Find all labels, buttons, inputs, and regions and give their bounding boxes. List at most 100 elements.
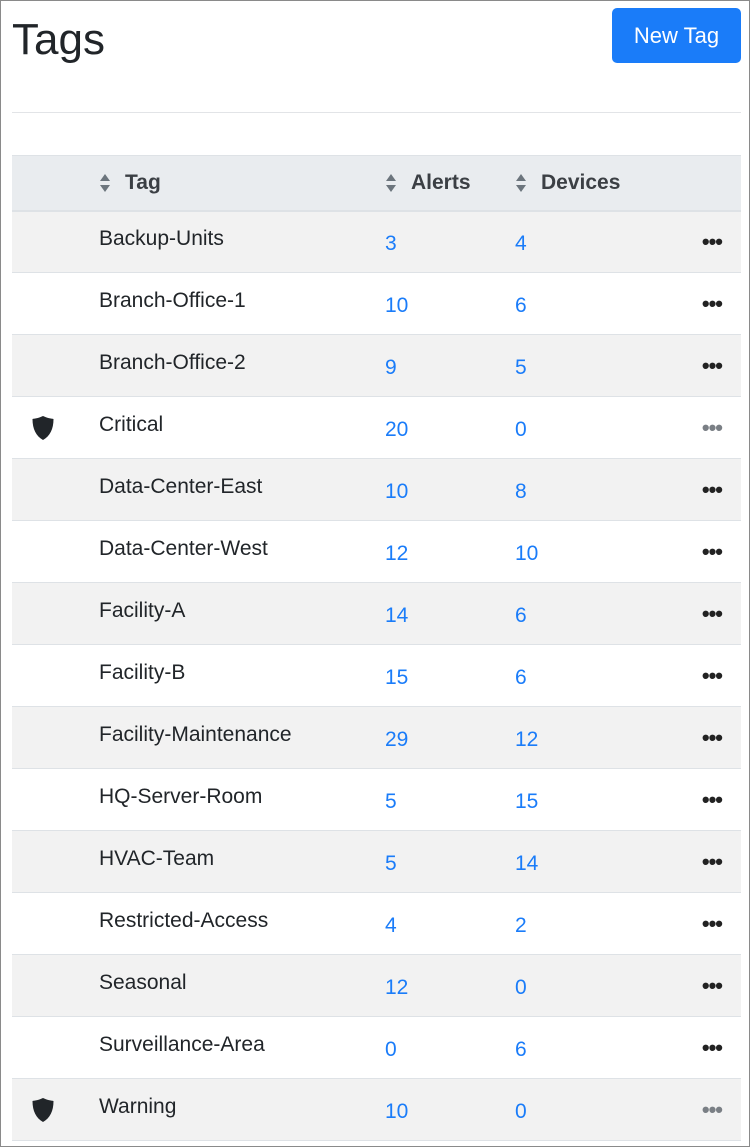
table-row: Surveillance-Area 0 6 •••	[12, 1017, 741, 1079]
alerts-count-link[interactable]: 12	[385, 541, 409, 565]
devices-count-link[interactable]: 2	[515, 913, 527, 937]
tag-name: Facility-B	[99, 660, 186, 684]
more-actions-icon[interactable]: •••	[701, 662, 723, 688]
table-row: Facility-B 15 6 •••	[12, 645, 741, 707]
devices-count-link[interactable]: 6	[515, 1037, 527, 1061]
more-actions-icon[interactable]: •••	[701, 228, 723, 254]
protected-cell	[12, 831, 99, 893]
devices-count-link[interactable]: 5	[515, 355, 527, 379]
alerts-count-link[interactable]: 5	[385, 789, 397, 813]
sort-icon	[386, 174, 396, 193]
alerts-count-link[interactable]: 14	[385, 603, 409, 627]
devices-count-link[interactable]: 6	[515, 665, 527, 689]
tag-name: Seasonal	[99, 970, 187, 994]
more-actions-icon[interactable]: •••	[701, 290, 723, 316]
protected-cell	[12, 955, 99, 1017]
alerts-count-link[interactable]: 4	[385, 913, 397, 937]
protected-cell	[12, 459, 99, 521]
tag-name: Data-Center-West	[99, 536, 268, 560]
tag-name: Surveillance-Area	[99, 1032, 265, 1056]
more-actions-icon[interactable]: •••	[701, 848, 723, 874]
protected-cell	[12, 211, 99, 273]
protected-cell	[12, 645, 99, 707]
table-header-row: Tag Alerts Devices	[12, 155, 741, 211]
alerts-count-link[interactable]: 5	[385, 851, 397, 875]
alerts-count-link[interactable]: 15	[385, 665, 409, 689]
table-row: Branch-Office-1 10 6 •••	[12, 273, 741, 335]
table-row: HQ-Server-Room 5 15 •••	[12, 769, 741, 831]
more-actions-icon[interactable]: •••	[701, 414, 723, 440]
tag-name: HVAC-Team	[99, 846, 215, 870]
devices-count-link[interactable]: 15	[515, 789, 539, 813]
tag-name: Data-Center-East	[99, 474, 263, 498]
tag-name: Branch-Office-1	[99, 288, 246, 312]
tag-name: Backup-Units	[99, 226, 224, 250]
new-tag-button[interactable]: New Tag	[612, 8, 741, 63]
protected-cell	[12, 335, 99, 397]
alerts-count-link[interactable]: 12	[385, 975, 409, 999]
alerts-count-link[interactable]: 9	[385, 355, 397, 379]
alerts-count-link[interactable]: 10	[385, 1099, 409, 1123]
alerts-count-link[interactable]: 29	[385, 727, 409, 751]
devices-count-link[interactable]: 4	[515, 231, 527, 255]
table-row: Seasonal 12 0 •••	[12, 954, 741, 1017]
protected-cell	[12, 1079, 99, 1141]
sort-icon	[516, 174, 526, 193]
devices-count-link[interactable]: 12	[515, 727, 539, 751]
tag-name: Facility-A	[99, 598, 186, 622]
devices-count-link[interactable]: 8	[515, 479, 527, 503]
table-row: Branch-Office-2 9 5 •••	[12, 334, 741, 397]
more-actions-icon[interactable]: •••	[701, 600, 723, 626]
icon-column-header	[12, 156, 99, 211]
table-row: Backup-Units 3 4 •••	[12, 210, 741, 273]
alerts-count-link[interactable]: 0	[385, 1037, 397, 1061]
table-row: Data-Center-East 10 8 •••	[12, 458, 741, 521]
table-row: Restricted-Access 4 2 •••	[12, 893, 741, 955]
alerts-count-link[interactable]: 3	[385, 231, 397, 255]
tag-name: Facility-Maintenance	[99, 722, 292, 746]
column-header-tag[interactable]: Tag	[99, 156, 385, 211]
sort-icon	[100, 174, 110, 193]
column-header-alerts[interactable]: Alerts	[385, 156, 515, 211]
devices-count-link[interactable]: 6	[515, 293, 527, 317]
protected-cell	[12, 397, 99, 459]
more-actions-icon[interactable]: •••	[701, 786, 723, 812]
devices-count-link[interactable]: 6	[515, 603, 527, 627]
devices-count-link[interactable]: 14	[515, 851, 539, 875]
column-label: Alerts	[411, 170, 471, 194]
protected-cell	[12, 583, 99, 645]
protected-cell	[12, 769, 99, 831]
table-row: Facility-A 14 6 •••	[12, 582, 741, 645]
more-actions-icon[interactable]: •••	[701, 724, 723, 750]
devices-count-link[interactable]: 10	[515, 541, 539, 565]
alerts-count-link[interactable]: 10	[385, 479, 409, 503]
more-actions-icon[interactable]: •••	[701, 538, 723, 564]
shield-icon	[32, 415, 54, 440]
tag-name: Warning	[99, 1094, 177, 1118]
table-row: Warning 10 0 •••	[12, 1078, 741, 1141]
table-row: Facility-Maintenance 29 12 •••	[12, 706, 741, 769]
table-row: Data-Center-West 12 10 •••	[12, 521, 741, 583]
alerts-count-link[interactable]: 20	[385, 417, 409, 441]
column-header-devices[interactable]: Devices	[515, 156, 655, 211]
tag-name: Branch-Office-2	[99, 350, 246, 374]
devices-count-link[interactable]: 0	[515, 1099, 527, 1123]
tag-name: HQ-Server-Room	[99, 784, 263, 808]
more-actions-icon[interactable]: •••	[701, 910, 723, 936]
alerts-count-link[interactable]: 10	[385, 293, 409, 317]
more-actions-icon[interactable]: •••	[701, 352, 723, 378]
devices-count-link[interactable]: 0	[515, 417, 527, 441]
table-row: HVAC-Team 5 14 •••	[12, 830, 741, 893]
more-actions-icon[interactable]: •••	[701, 1096, 723, 1122]
protected-cell	[12, 707, 99, 769]
devices-count-link[interactable]: 0	[515, 975, 527, 999]
more-actions-icon[interactable]: •••	[701, 476, 723, 502]
more-actions-icon[interactable]: •••	[701, 972, 723, 998]
tags-table: Tag Alerts Devices Backup-Units 3 4 ••• Bran…	[12, 155, 741, 1141]
shield-icon	[32, 1097, 54, 1122]
page-title: Tags	[12, 15, 105, 64]
more-actions-icon[interactable]: •••	[701, 1034, 723, 1060]
protected-cell	[12, 521, 99, 583]
divider	[12, 112, 741, 113]
protected-cell	[12, 273, 99, 335]
